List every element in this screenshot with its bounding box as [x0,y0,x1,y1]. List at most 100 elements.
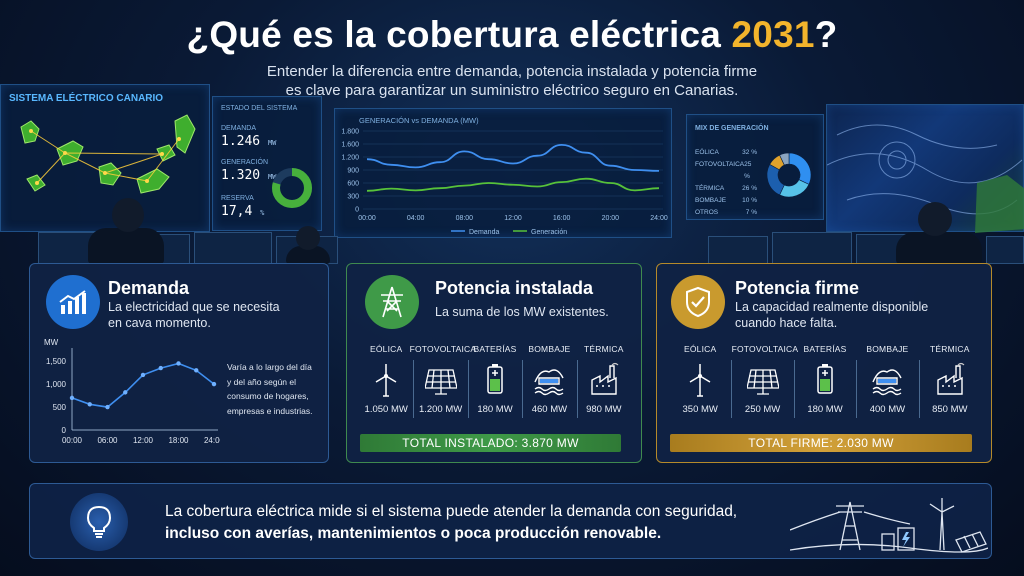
demand-point [105,404,110,410]
weather-map [827,124,1024,233]
thermal-plant-icon [937,362,965,395]
operator-silhouette [286,246,330,264]
generation-vs-demand-chart: GENERACIÓN vs DEMANDA (MW) 1.800 1.600 1.2… [341,116,668,236]
source-value: 180 MW [477,404,513,415]
installed-source-bombaje: BOMBAJE 460 MW [518,344,580,415]
source-name: FOTOVOLTAICA [409,344,477,354]
wind-turbine-icon [689,364,711,397]
console-monitor [986,236,1024,264]
source-divider [793,360,795,418]
firm-source-térmica: TÉRMICA 850 MW [919,344,981,415]
source-divider [413,360,415,418]
map-screen-label: SISTEMA ELÉCTRICO CANARIO [9,93,164,104]
gen-x-tick: 04:00 [407,215,425,222]
demand-y-tick: 0 [62,426,67,435]
operator-head [296,226,320,250]
operator-head [918,202,952,236]
source-value: 350 MW [682,404,718,415]
source-value: 400 MW [869,404,906,415]
total-firme-bar: TOTAL FIRME: 2.030 MW [670,434,972,452]
demand-point [194,368,199,373]
demand-point [211,381,217,387]
lightbulb-icon [86,505,112,538]
gen-x-tick: 24:00 [650,215,668,222]
generation-chart-title: GENERACIÓN vs DEMANDA (MW) [359,116,479,125]
mix-slice [788,152,812,185]
mix-title: MIX DE GENERACIÓN [695,125,769,132]
source-name: BOMBAJE [866,344,909,354]
source-name: EÓLICA [683,344,717,354]
source-value: 980 MW [586,404,622,415]
operator-silhouette [88,228,164,264]
status-generation-label: GENERACIÓN [221,159,269,166]
instalada-title: Potencia instalada [435,278,594,298]
operator-head [112,198,144,232]
page-title: ¿Qué es la cobertura eléctrica 2031? [186,14,838,55]
shield-check-icon [686,286,710,318]
potencia-firme-card: Potencia firme La capacidad realmente di… [656,263,992,463]
console-monitor [772,232,852,264]
energy-infrastructure-icon [790,498,988,553]
gen-x-tick: 20:00 [602,215,620,222]
demanda-card: Demanda La electricidad que se necesita … [29,263,329,463]
demand-y-tick: 1,500 [46,357,67,366]
mix-legend-item: BOMBAJE 10 % [695,197,757,204]
banner-text: La cobertura eléctrica mide si el sistem… [165,503,738,542]
source-value: 250 MW [744,404,781,415]
source-divider [856,360,858,418]
demand-series-line [71,362,215,408]
thermal-plant-icon [591,362,619,395]
status-screen-label: ESTADO DEL SISTEMA [221,105,298,112]
gen-x-tick: 00:00 [358,215,376,222]
instalada-description: La suma de los MW existentes. [435,305,609,319]
legend-demanda: Demanda [469,229,499,236]
installed-badge [365,275,419,329]
firme-description: La capacidad realmente disponible cuando… [735,300,929,330]
mix-legend-item: FOTOVOLTAICA 25 % [695,161,752,180]
firme-title: Potencia firme [735,278,860,298]
source-name: BATERÍAS [803,344,847,354]
pumped-hydro-icon [534,369,565,396]
demanda-note: Varía a lo largo del día y del año según… [227,362,313,416]
mix-legend-item: OTROS 7 % [695,209,757,216]
mix-slice [779,152,790,166]
solar-panel-icon [424,369,457,395]
map-screen: SISTEMA ELÉCTRICO CANARIO [0,84,210,232]
source-divider [731,360,733,418]
status-reserve-label: RESERVA [221,195,254,202]
demand-chart-unit: MW [44,338,59,347]
gen-y-tick: 300 [347,194,359,201]
demand-x-tick: 06:00 [97,436,118,444]
firm-source-bombaje: BOMBAJE 400 MW [856,344,918,415]
generation-chart-screen: GENERACIÓN vs DEMANDA (MW) 1.800 1.600 1.2… [334,108,672,238]
demand-x-tick: 12:00 [133,436,154,444]
demand-point [176,361,181,366]
gen-x-tick: 16:00 [553,215,571,222]
mix-legend: EÓLICA 32 % FOTOVOLTAICA 25 % TÉRMICA 26 % BOM… [695,147,759,219]
potencia-instalada-card: Potencia instalada La suma de los MW exi… [346,263,642,463]
gen-y-tick: 1.800 [341,129,359,136]
growth-chart-icon [59,290,86,314]
demand-chart-badge [46,275,100,329]
firm-source-fotovoltaica: FOTOVOLTAICA 250 MW [731,344,799,415]
lightbulb-badge [70,493,128,551]
operator-silhouette [896,232,982,264]
gen-y-tick: 900 [347,168,359,175]
gen-series-line-0 [366,143,660,172]
wind-turbine-icon [375,364,397,397]
source-name: FOTOVOLTAICA [731,344,799,354]
demand-point [158,365,163,371]
source-name: EÓLICA [369,344,403,354]
demand-y-tick: 500 [53,403,67,412]
canary-islands-map [20,114,196,194]
gen-y-tick: 1.600 [341,142,359,149]
gen-y-tick: 600 [347,181,359,188]
firm-badge [671,275,725,329]
gen-y-tick: 0 [355,207,359,214]
source-value: 460 MW [531,404,568,415]
gen-x-tick: 12:00 [504,215,522,222]
source-divider [522,360,524,418]
gen-y-tick: 1.200 [341,155,359,162]
demand-x-tick: 18:00 [168,436,189,444]
demand-y-tick: 1,000 [46,380,67,389]
